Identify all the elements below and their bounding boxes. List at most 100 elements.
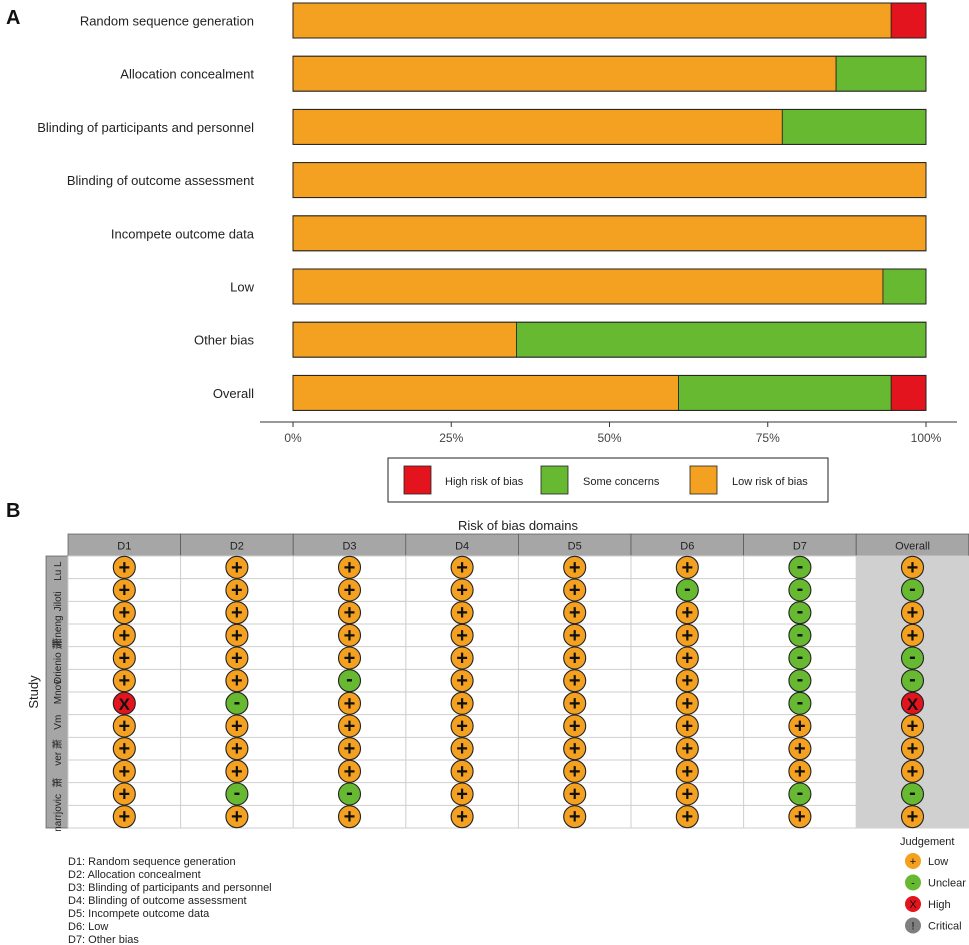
judgement-symbol: + xyxy=(681,625,693,647)
bar-segment-low-risk-of-bias xyxy=(292,374,679,411)
domain-key-line: D4: Blinding of outcome assessment xyxy=(68,895,247,907)
judgement-symbol: - xyxy=(346,669,353,691)
domains-title: Risk of bias domains xyxy=(458,518,578,533)
panel-b-label: B xyxy=(6,500,20,522)
x-tick-label: 25% xyxy=(439,431,463,445)
judgement-dot xyxy=(788,714,812,738)
legend-swatch xyxy=(689,465,718,495)
bar-segment-some-concerns xyxy=(516,321,927,358)
panel-a-label: A xyxy=(6,7,20,29)
judgement-dot xyxy=(337,782,362,806)
bar-outline xyxy=(292,215,927,252)
judgement-legend-symbol: - xyxy=(911,878,915,890)
judgement-dot xyxy=(675,623,699,647)
domain-key-line: D5: Incompete outcome data xyxy=(68,908,210,920)
judgement-dot xyxy=(337,623,362,647)
judgement-symbol: + xyxy=(681,738,693,760)
judgement-symbol: - xyxy=(797,646,804,668)
judgement-dot xyxy=(450,669,474,693)
judgement-legend-label: Unclear xyxy=(928,878,966,890)
judgement-dot xyxy=(788,782,812,806)
legend-swatch xyxy=(540,465,569,495)
judgement-symbol: + xyxy=(569,670,581,692)
bar-segment-low-risk-of-bias xyxy=(292,2,892,39)
judgement-legend-dot xyxy=(905,896,921,912)
x-axis: 0% 25% 50% 75% 100% xyxy=(284,422,942,445)
bar-segment-some-concerns xyxy=(678,374,892,411)
column-header: D7 xyxy=(793,541,807,553)
judgement-dot xyxy=(450,578,474,602)
judgement-symbol: + xyxy=(344,761,356,783)
judgement-symbol: + xyxy=(456,716,468,738)
judgement-symbol: + xyxy=(907,806,919,828)
judgement-dot xyxy=(900,555,925,579)
judgement-symbol: - xyxy=(797,669,804,691)
judgement-symbol: + xyxy=(231,602,243,624)
judgement-dot xyxy=(900,759,925,783)
judgement-symbol: + xyxy=(907,716,919,738)
bar-segment-low-risk-of-bias xyxy=(292,268,884,305)
judgement-dot xyxy=(225,669,249,693)
judgement-symbol: + xyxy=(681,784,693,806)
domain-key-line: D7: Other bias xyxy=(68,934,139,945)
judgement-symbol: + xyxy=(231,625,243,647)
judgement-dot xyxy=(675,601,699,625)
judgement-symbol: - xyxy=(234,691,241,713)
bar-outline xyxy=(292,108,927,145)
judgement-symbol: + xyxy=(344,580,356,602)
judgement-symbol: + xyxy=(681,670,693,692)
judgement-symbol: + xyxy=(569,580,581,602)
judgement-dot xyxy=(337,669,362,693)
category-label: Blinding of participants and personnel xyxy=(37,120,254,135)
judgement-symbol: + xyxy=(569,716,581,738)
judgement-symbol: + xyxy=(681,648,693,670)
judgement-symbol: + xyxy=(344,648,356,670)
judgement-symbol: + xyxy=(794,761,806,783)
judgement-dot xyxy=(563,714,587,738)
judgement-symbol: + xyxy=(231,716,243,738)
judgement-dot xyxy=(337,555,362,579)
judgement-dot xyxy=(563,623,587,647)
judgement-symbol: + xyxy=(569,806,581,828)
judgement-symbol: + xyxy=(456,784,468,806)
judgement-dot xyxy=(788,623,812,647)
judgement-symbol: + xyxy=(569,648,581,670)
judgement-symbol: + xyxy=(569,557,581,579)
judgement-symbol: - xyxy=(797,601,804,623)
judgement-symbol: + xyxy=(907,602,919,624)
bar-outline xyxy=(292,55,927,92)
judgement-dot xyxy=(675,759,699,783)
judgement-symbol: X xyxy=(907,695,919,714)
study-label: ver 萧 xyxy=(52,739,64,766)
judgement-dot xyxy=(788,646,812,670)
category-label: Random sequence generation xyxy=(80,14,254,29)
judgement-dot xyxy=(450,782,474,806)
judgement-dot xyxy=(563,759,587,783)
bar-segment-some-concerns xyxy=(781,109,927,145)
bar-outline xyxy=(292,162,927,199)
judgement-dot xyxy=(225,759,249,783)
judgement-symbol: + xyxy=(569,784,581,806)
judgement-legend-symbol: X xyxy=(909,899,917,911)
judgement-symbol: + xyxy=(456,738,468,760)
judgement-dot xyxy=(112,623,136,647)
judgement-symbol: - xyxy=(909,646,916,668)
bar-segment-low-risk-of-bias xyxy=(292,109,783,145)
study-label: Vm xyxy=(53,715,64,730)
judgement-dot xyxy=(675,782,699,806)
judgement-symbol: + xyxy=(907,761,919,783)
judgement-symbol: + xyxy=(118,806,130,828)
judgement-symbol: - xyxy=(909,782,916,804)
category-label: Other bias xyxy=(194,333,254,348)
judgement-symbol: + xyxy=(344,693,356,715)
category-label: Allocation concealment xyxy=(120,67,254,82)
traffic-light-plot: D1 D2 D3 D4 D5 D6 D7 Overall Lu L Jiloti 萧nengDrie… xyxy=(45,533,969,832)
judgement-dot xyxy=(225,601,249,625)
judgement-symbol: X xyxy=(119,695,131,714)
judgement-dot xyxy=(225,578,249,602)
judgement-dot xyxy=(900,737,925,761)
judgement-dot xyxy=(900,578,925,602)
judgement-symbol: - xyxy=(797,623,804,645)
category-label: Low xyxy=(230,280,254,295)
